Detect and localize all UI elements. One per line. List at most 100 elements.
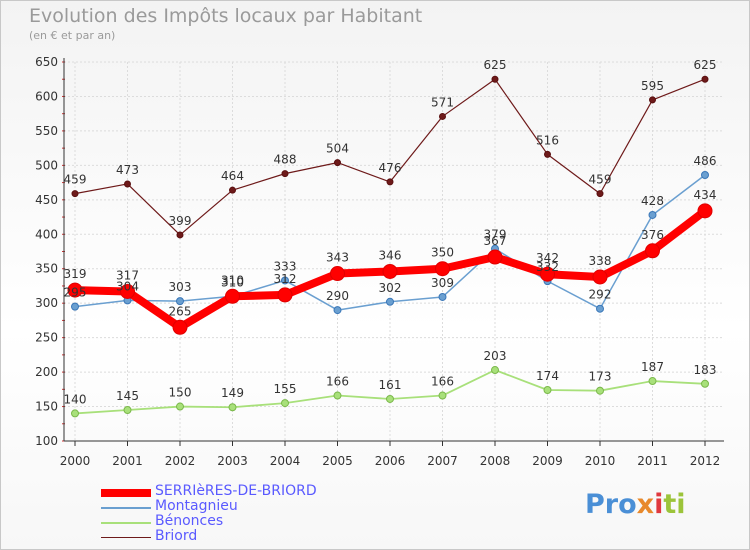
data-point-benonces [176, 402, 184, 411]
data-point-briord [124, 180, 131, 188]
data-point-serrieres-de-briord [540, 266, 555, 282]
data-label-serrieres-de-briord: 265 [169, 304, 192, 318]
data-label-montagnieu: 310 [221, 275, 244, 289]
x-tick-label: 2011 [637, 454, 668, 468]
data-point-montagnieu [176, 297, 184, 306]
data-label-serrieres-de-briord: 343 [326, 251, 349, 265]
legend-swatch-montagnieu [101, 507, 151, 509]
data-point-montagnieu [438, 292, 447, 301]
proxiti-logo: Proxiti [585, 489, 686, 520]
data-label-montagnieu: 290 [326, 289, 349, 303]
y-tick-label: 650 [35, 55, 58, 69]
data-label-serrieres-de-briord: 434 [694, 188, 717, 202]
data-label-benonces: 140 [64, 392, 87, 406]
data-point-benonces [281, 399, 289, 408]
data-label-serrieres-de-briord: 338 [589, 254, 612, 268]
y-tick-label: 250 [35, 331, 58, 345]
data-point-briord [544, 150, 551, 158]
data-label-briord: 473 [116, 163, 139, 177]
y-tick-label: 100 [35, 434, 58, 448]
data-label-serrieres-de-briord: 367 [484, 234, 507, 248]
data-label-briord: 399 [169, 214, 192, 228]
legend-label-serrieres: SERRIèRES-DE-BRIORD [155, 483, 317, 499]
data-point-montagnieu [386, 297, 394, 306]
x-tick-label: 2000 [60, 454, 91, 468]
chart-title: Evolution des Impôts locaux par Habitant [29, 5, 423, 27]
legend-swatch-briord [101, 537, 151, 538]
y-tick-label: 500 [35, 158, 58, 172]
data-label-serrieres-de-briord: 350 [431, 246, 454, 260]
x-tick-label: 2012 [690, 454, 721, 468]
data-point-montagnieu [281, 276, 289, 285]
data-point-serrieres-de-briord [225, 288, 240, 304]
data-point-briord [491, 75, 499, 83]
legend-label-montagnieu: Montagnieu [155, 498, 238, 514]
data-label-benonces: 183 [694, 363, 717, 377]
data-point-serrieres-de-briord [487, 249, 503, 265]
x-tick-label: 2004 [270, 454, 301, 468]
y-tick-label: 200 [35, 365, 58, 379]
data-point-serrieres-de-briord [435, 261, 450, 277]
data-label-briord: 476 [379, 161, 402, 175]
legend-label-briord: Briord [155, 528, 198, 544]
data-label-benonces: 187 [641, 360, 664, 374]
data-label-montagnieu: 302 [379, 281, 402, 295]
data-label-benonces: 149 [221, 386, 244, 400]
data-point-briord [71, 190, 79, 198]
data-label-montagnieu: 295 [64, 286, 87, 300]
y-tick-label: 300 [35, 296, 58, 310]
data-point-briord [596, 190, 604, 198]
data-point-benonces [701, 379, 709, 388]
data-label-montagnieu: 303 [169, 280, 192, 294]
data-label-briord: 516 [536, 133, 559, 147]
y-tick-label: 450 [35, 193, 58, 207]
data-label-benonces: 145 [116, 389, 139, 403]
data-label-montagnieu: 333 [274, 259, 297, 273]
data-label-montagnieu: 309 [431, 276, 454, 290]
data-point-benonces [543, 386, 552, 395]
data-point-benonces [386, 394, 394, 403]
data-label-briord: 459 [64, 173, 87, 187]
data-label-serrieres-de-briord: 342 [536, 251, 559, 265]
data-label-benonces: 166 [431, 375, 454, 389]
data-label-montagnieu: 304 [116, 279, 139, 293]
data-label-montagnieu: 379 [484, 228, 507, 242]
x-tick-label: 2009 [532, 454, 563, 468]
data-label-serrieres-de-briord: 376 [641, 228, 664, 242]
data-label-briord: 464 [221, 169, 244, 183]
data-label-benonces: 173 [589, 370, 612, 384]
data-point-serrieres-de-briord [382, 263, 398, 279]
data-point-montagnieu [71, 302, 79, 311]
data-point-briord [386, 178, 394, 186]
data-label-benonces: 161 [379, 378, 402, 392]
data-point-montagnieu [648, 210, 657, 219]
data-point-briord [439, 112, 446, 120]
data-label-serrieres-de-briord: 317 [116, 268, 139, 282]
data-label-briord: 625 [694, 58, 717, 72]
data-label-briord: 595 [641, 79, 664, 93]
data-label-montagnieu: 332 [536, 260, 559, 274]
data-point-serrieres-de-briord [172, 319, 188, 335]
legend-swatch-serrieres [101, 489, 151, 497]
x-tick-label: 2002 [165, 454, 196, 468]
data-label-briord: 488 [274, 153, 297, 167]
data-label-briord: 504 [326, 142, 349, 156]
data-point-benonces [71, 409, 79, 418]
data-label-briord: 625 [484, 58, 507, 72]
data-point-benonces [438, 391, 447, 400]
y-tick-label: 550 [35, 124, 58, 138]
data-label-benonces: 155 [274, 382, 297, 396]
data-point-benonces [596, 386, 604, 395]
y-tick-label: 400 [35, 227, 58, 241]
data-point-montagnieu [701, 171, 709, 180]
data-point-briord [176, 231, 184, 239]
data-point-benonces [333, 391, 342, 400]
data-label-briord: 459 [589, 173, 612, 187]
y-tick-label: 350 [35, 262, 58, 276]
data-point-benonces [228, 403, 237, 412]
data-point-serrieres-de-briord [645, 243, 660, 259]
data-label-serrieres-de-briord: 346 [379, 248, 402, 262]
x-tick-label: 2010 [585, 454, 616, 468]
data-label-serrieres-de-briord: 312 [274, 272, 297, 286]
